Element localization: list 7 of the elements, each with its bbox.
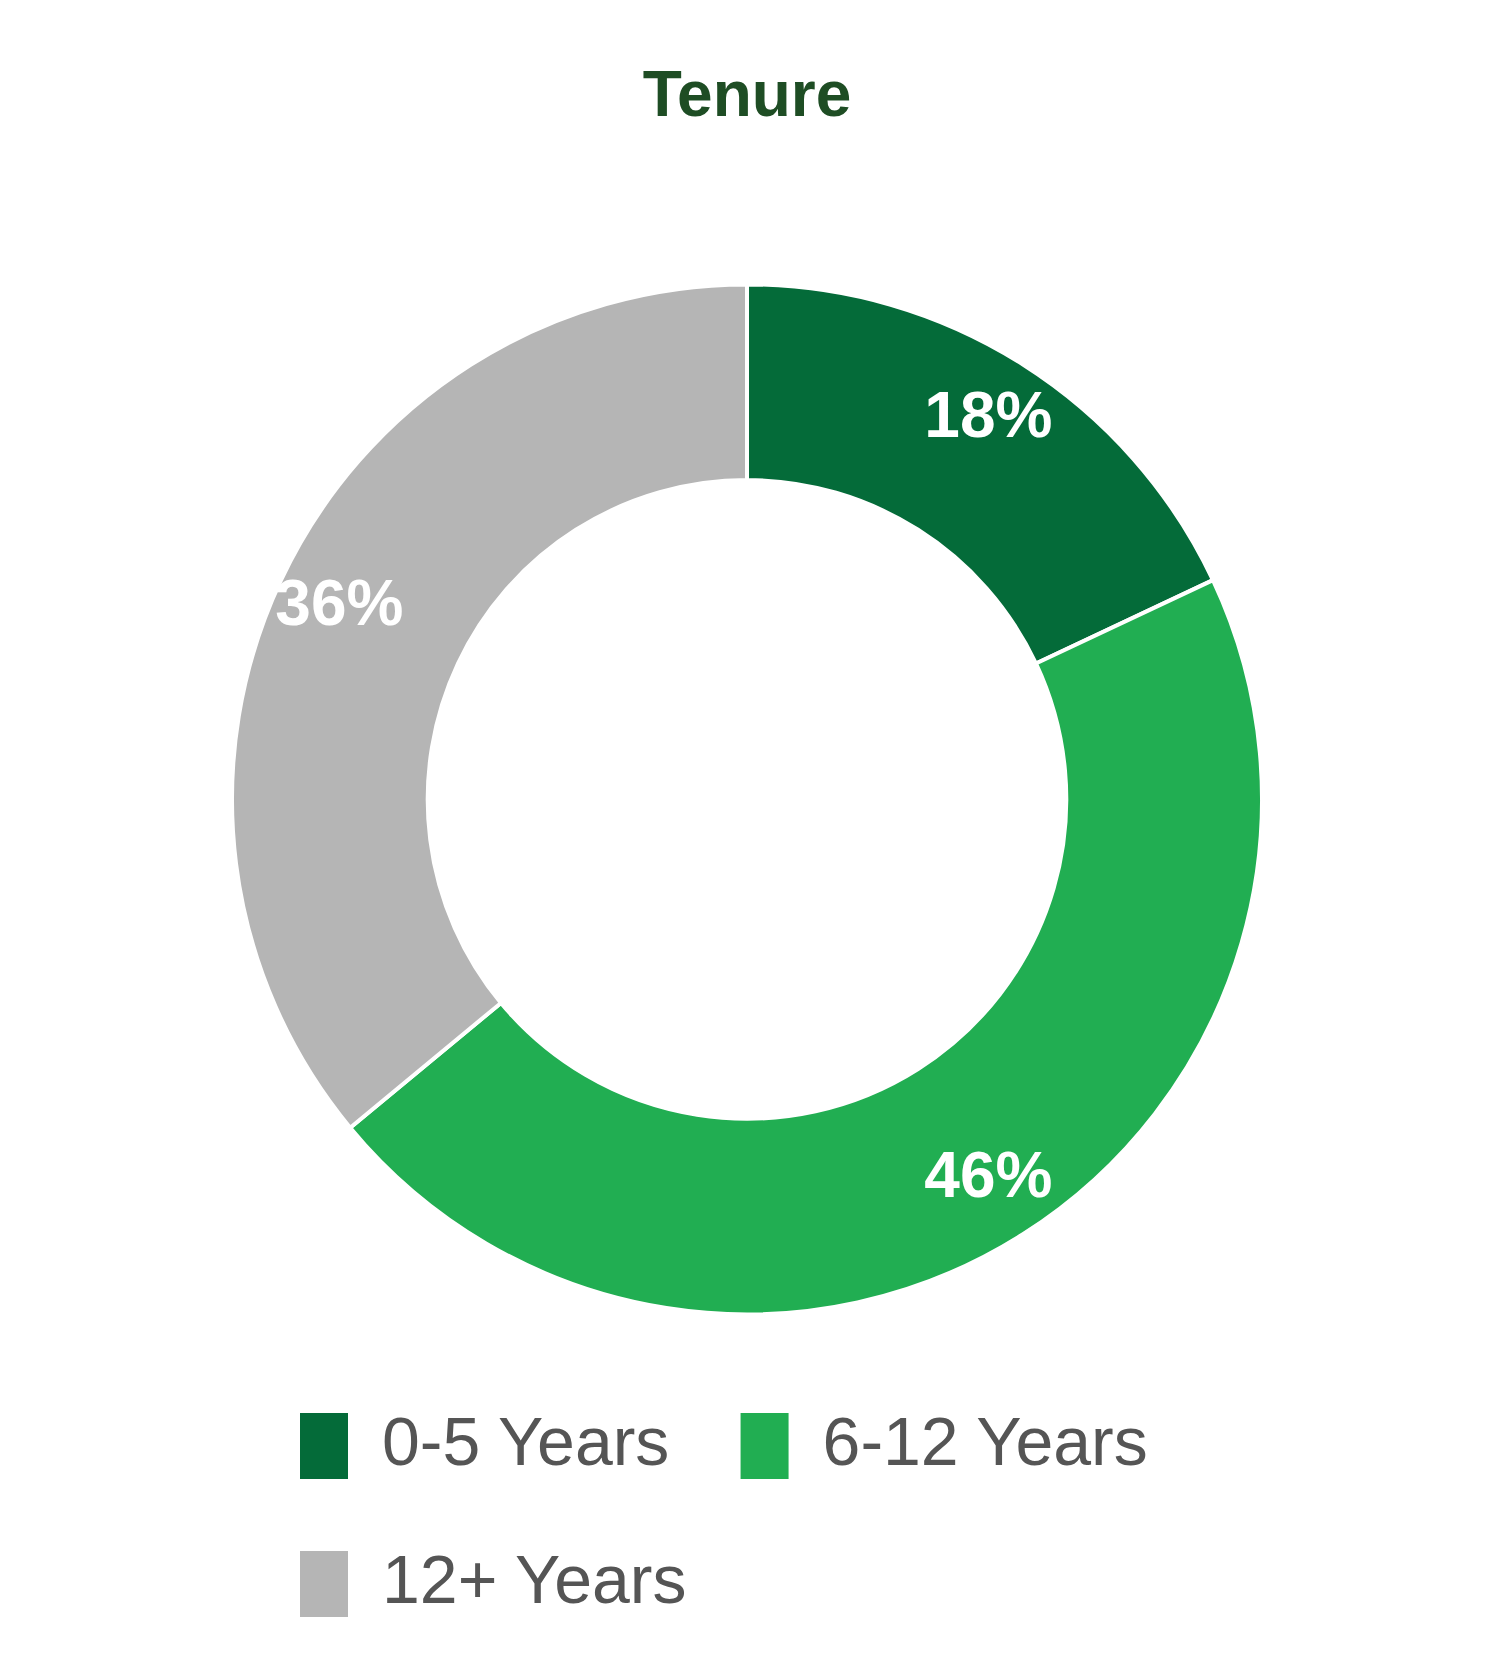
legend-label: 12+ Years bbox=[382, 1540, 687, 1617]
chart-title: Tenure bbox=[642, 58, 852, 131]
legend-label: 6-12 Years bbox=[822, 1402, 1148, 1479]
data-label: 36% bbox=[275, 567, 404, 640]
data-label: 46% bbox=[924, 1139, 1053, 1212]
legend-label: 0-5 Years bbox=[382, 1402, 670, 1479]
data-label: 18% bbox=[924, 378, 1053, 451]
